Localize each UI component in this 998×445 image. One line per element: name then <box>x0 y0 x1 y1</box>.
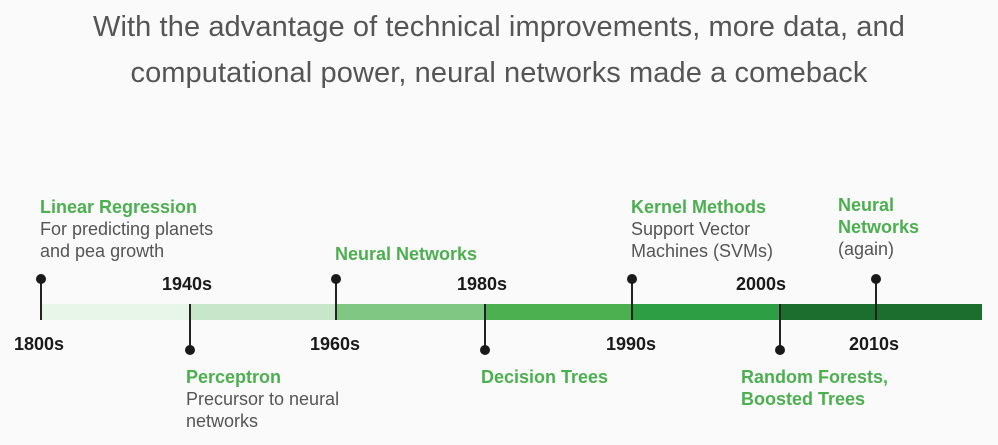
event-desc-line-2: Machines (SVMs) <box>631 241 774 261</box>
event-name-line-2: Boosted Trees <box>741 389 866 409</box>
timeline-segment-1990s-2000s <box>632 304 780 320</box>
title-line-1: With the advantage of technical improvem… <box>93 11 905 43</box>
marker-dot-decision-trees <box>480 345 490 355</box>
event-name: Neural Networks <box>335 244 478 264</box>
marker-dot-perceptron <box>185 345 195 355</box>
event-perceptron: Perceptron Precursor to neural networks <box>186 366 339 432</box>
marker-stem-perceptron <box>189 304 191 350</box>
event-desc: (again) <box>838 239 895 259</box>
event-random-forests: Random Forests, Boosted Trees <box>741 366 888 410</box>
event-name-line-1: Neural <box>838 195 895 215</box>
timeline-segment-1980s-1990s <box>484 304 632 320</box>
era-label-1960s: 1960s <box>310 334 361 354</box>
event-desc-line-2: networks <box>186 411 259 431</box>
event-decision-trees: Decision Trees <box>481 366 608 388</box>
era-label-1800s: 1800s <box>14 334 65 354</box>
timeline-segment-1940s-1960s <box>190 304 336 320</box>
event-desc-line-1: For predicting planets <box>40 219 214 239</box>
marker-stem-linear-regression <box>40 278 42 320</box>
marker-stem-random-forests <box>779 304 781 350</box>
event-desc-line-1: Precursor to neural <box>186 389 340 409</box>
marker-stem-decision-trees <box>484 304 486 350</box>
marker-stem-kernel-methods <box>631 278 633 320</box>
event-neural-networks-again: Neural Networks (again) <box>838 194 919 260</box>
title-line-2: computational power, neural networks mad… <box>130 57 868 89</box>
timeline-segment-1960s-1980s <box>336 304 484 320</box>
era-label-2010s: 2010s <box>849 334 900 354</box>
era-label-1980s: 1980s <box>457 274 508 294</box>
timeline-segment-1800s-1940s <box>40 304 190 320</box>
event-linear-regression: Linear Regression For predicting planets… <box>40 196 213 262</box>
event-name-line-1: Random Forests, <box>741 367 889 387</box>
era-label-1990s: 1990s <box>606 334 657 354</box>
page-title: With the advantage of technical improvem… <box>0 4 998 96</box>
event-desc-line-2: and pea growth <box>40 241 165 261</box>
event-name: Decision Trees <box>481 367 609 387</box>
marker-dot-kernel-methods <box>627 274 637 284</box>
event-name-line-2: Networks <box>838 217 920 237</box>
timeline-segment-2000s-2010s <box>780 304 982 320</box>
event-kernel-methods: Kernel Methods Support Vector Machines (… <box>631 196 773 262</box>
marker-stem-neural-networks-again <box>875 278 877 320</box>
marker-dot-random-forests <box>775 345 785 355</box>
marker-stem-neural-networks <box>335 278 337 320</box>
era-label-1940s: 1940s <box>162 274 213 294</box>
marker-dot-linear-regression <box>36 274 46 284</box>
era-label-2000s: 2000s <box>736 274 787 294</box>
event-name: Perceptron <box>186 367 282 387</box>
event-name: Linear Regression <box>40 197 198 217</box>
event-neural-networks: Neural Networks <box>335 243 477 265</box>
marker-dot-neural-networks <box>331 274 341 284</box>
event-desc-line-1: Support Vector <box>631 219 751 239</box>
marker-dot-neural-networks-again <box>871 274 881 284</box>
event-name: Kernel Methods <box>631 197 767 217</box>
